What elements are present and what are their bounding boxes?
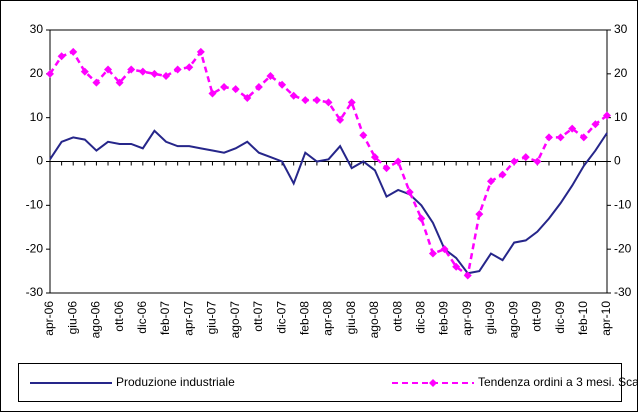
marker: [301, 96, 310, 105]
marker: [336, 115, 345, 124]
x-tick-label: dic-08: [414, 301, 428, 334]
marker: [220, 82, 229, 91]
marker: [568, 124, 577, 133]
marker: [127, 65, 136, 74]
y-tick-label: -30: [26, 285, 44, 299]
marker: [231, 85, 240, 94]
marker: [475, 210, 484, 219]
marker: [463, 271, 472, 280]
marker: [312, 96, 321, 105]
legend-marker: [429, 379, 437, 387]
y-tick-label: 30: [30, 22, 44, 36]
legend-box: [18, 363, 622, 402]
marker: [104, 65, 113, 74]
y2-tick-label: 30: [614, 22, 628, 36]
y2-tick-label: 0: [614, 154, 621, 168]
marker: [544, 133, 553, 142]
marker: [486, 177, 495, 186]
x-tick-label: dic-09: [553, 301, 567, 334]
legend-label: Tendenza ordini a 3 mesi. Scala di dx: [478, 375, 638, 389]
marker: [498, 170, 507, 179]
marker: [173, 65, 182, 74]
marker: [278, 80, 287, 89]
x-tick-label: dic-06: [135, 301, 149, 334]
marker: [69, 47, 78, 56]
y2-tick-label: 10: [614, 110, 628, 124]
y2-tick-label: 20: [614, 66, 628, 80]
y-tick-label: 0: [36, 154, 43, 168]
x-tick-label: ott-09: [530, 301, 544, 332]
x-tick-label: ago-07: [228, 301, 242, 339]
marker: [510, 157, 519, 166]
x-tick-label: apr-08: [321, 301, 335, 336]
marker: [185, 63, 194, 72]
y-tick-label: 20: [30, 66, 44, 80]
marker: [80, 67, 89, 76]
marker: [208, 89, 217, 98]
marker: [417, 214, 426, 223]
marker: [405, 188, 414, 197]
marker: [138, 67, 147, 76]
series-line: [49, 129, 608, 275]
marker: [521, 153, 530, 162]
x-tick-label: ago-08: [367, 301, 381, 339]
y-tick-label: -10: [26, 198, 44, 212]
marker: [243, 93, 252, 102]
x-tick-label: ago-09: [506, 301, 520, 339]
marker: [452, 262, 461, 271]
marker: [394, 157, 403, 166]
x-tick-label: feb-10: [576, 301, 590, 335]
y-tick-label: -20: [26, 241, 44, 255]
marker: [92, 78, 101, 87]
x-tick-label: feb-07: [158, 301, 172, 335]
x-tick-label: apr-09: [460, 301, 474, 336]
marker: [428, 249, 437, 258]
y2-tick-label: -20: [614, 241, 632, 255]
marker: [162, 72, 171, 81]
marker: [603, 111, 611, 120]
legend-label: Produzione industriale: [116, 375, 235, 389]
marker: [347, 98, 356, 107]
x-tick-label: ott-07: [251, 301, 265, 332]
marker: [533, 157, 542, 166]
x-tick-label: giu-06: [65, 301, 79, 335]
x-tick-label: dic-07: [274, 301, 288, 334]
marker: [579, 133, 588, 142]
x-tick-label: giu-07: [205, 301, 219, 335]
marker: [289, 91, 298, 100]
marker: [370, 153, 379, 162]
x-tick-label: apr-06: [42, 301, 56, 336]
marker: [556, 133, 565, 142]
marker: [115, 78, 124, 87]
marker: [150, 69, 159, 78]
marker: [382, 164, 391, 173]
marker: [57, 52, 66, 61]
marker: [324, 98, 333, 107]
x-tick-label: ago-06: [89, 301, 103, 339]
x-tick-label: apr-07: [181, 301, 195, 336]
x-tick-label: feb-09: [437, 301, 451, 335]
x-tick-label: ott-08: [390, 301, 404, 332]
marker: [359, 131, 368, 140]
x-tick-label: giu-08: [344, 301, 358, 335]
marker: [196, 47, 205, 56]
x-tick-label: giu-09: [483, 301, 497, 335]
marker: [254, 82, 263, 91]
x-tick-label: apr-10: [599, 301, 613, 336]
x-tick-label: feb-08: [297, 301, 311, 335]
marker: [591, 120, 600, 129]
marker: [46, 69, 54, 78]
marker: [440, 245, 449, 254]
marker: [266, 72, 275, 81]
x-tick-label: ott-06: [112, 301, 126, 332]
y-tick-label: 10: [30, 110, 44, 124]
y2-tick-label: -10: [614, 198, 632, 212]
y2-tick-label: -30: [614, 285, 632, 299]
